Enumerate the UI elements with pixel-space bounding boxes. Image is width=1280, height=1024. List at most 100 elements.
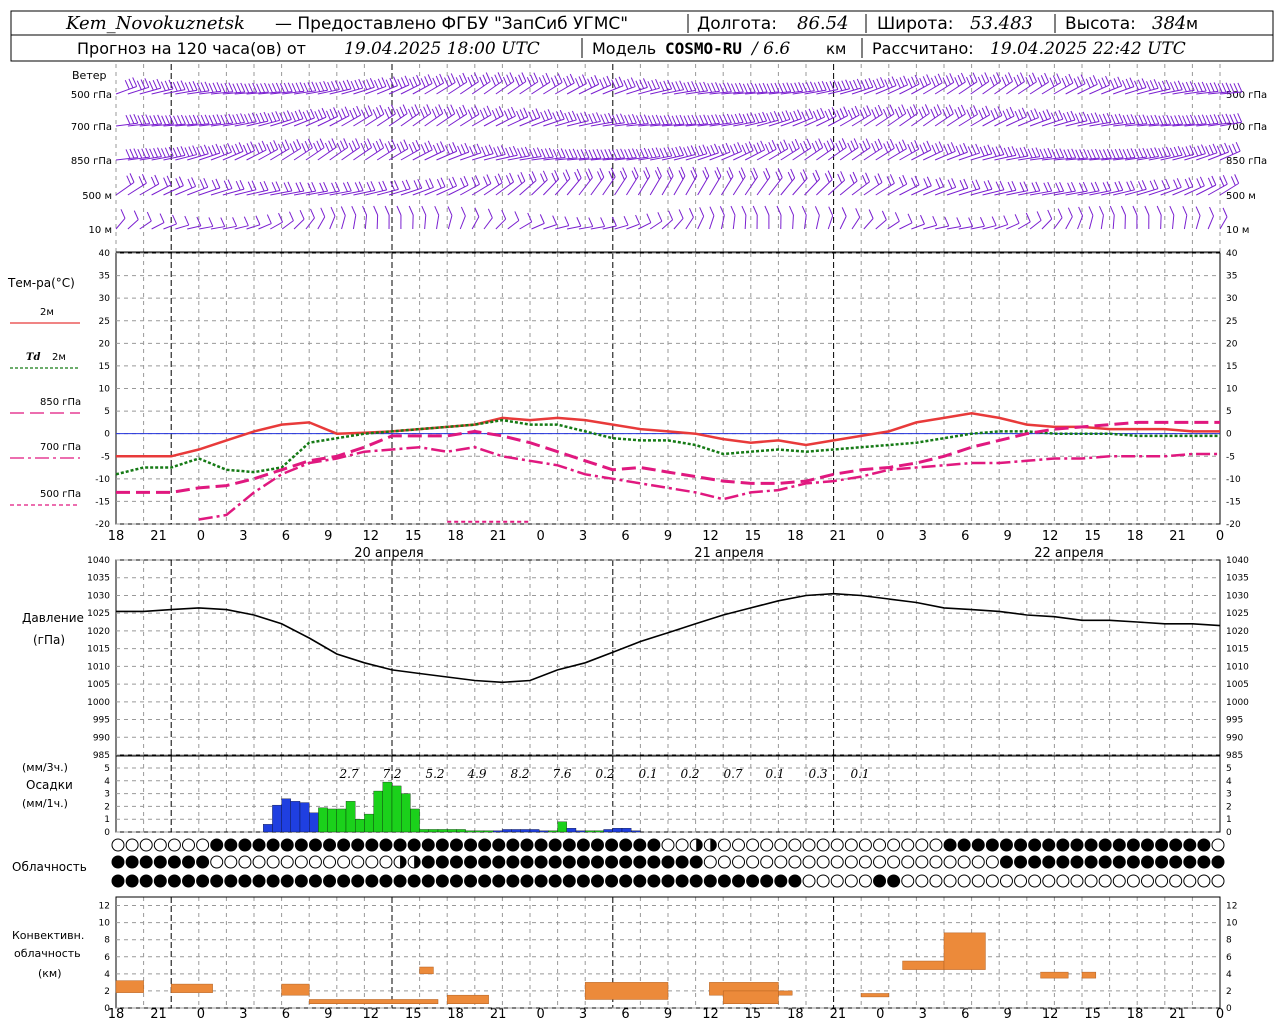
wind-barb-shaft [222, 91, 245, 95]
wind-barb-flag [432, 77, 438, 88]
time-tick-label: 15 [745, 529, 762, 544]
wind-barb-flag [675, 81, 681, 91]
cloud-symbol [379, 838, 393, 852]
wind-barb-flag [494, 175, 500, 186]
cloud-symbol [464, 838, 478, 852]
wind-barb-flag [315, 82, 321, 92]
model-label: Модель [592, 39, 656, 58]
wind-barb-flag [428, 178, 434, 188]
wind-barb-flag [212, 114, 218, 125]
wind-barb-flag [1054, 111, 1060, 121]
wind-barb-flag [1051, 149, 1057, 159]
wind-barb-flag [813, 82, 819, 92]
wind-barb-shaft [1136, 188, 1159, 196]
wind-barb-shaft [127, 219, 139, 230]
pressure-ytick-right: 995 [1226, 716, 1243, 726]
wind-barb-shaft [460, 183, 480, 196]
wind-barb-flag [472, 144, 478, 155]
wind-barb-flag [1097, 79, 1103, 89]
wind-barb-flag [352, 107, 358, 118]
wind-barb-flag [467, 76, 473, 87]
wind-barb-flag [1173, 81, 1179, 91]
cloud-symbol [1155, 855, 1169, 869]
wind-barb-shaft [1196, 122, 1219, 127]
wind-barb-flag [366, 181, 372, 192]
wind-barb-shaft [258, 148, 278, 161]
cloud-symbol [576, 855, 590, 869]
wind-barb-flag [1006, 108, 1012, 119]
wind-barb-flag [370, 181, 376, 191]
wind-barb-flag [551, 172, 557, 183]
pressure-ytick-right: 1030 [1226, 591, 1249, 601]
wind-barb-shaft [792, 214, 794, 230]
wind-barb-flag [498, 106, 504, 116]
wind-barb-shaft [1207, 151, 1229, 161]
wind-barb-flag [157, 147, 162, 157]
wind-barb-flag [187, 178, 193, 189]
wind-barb-flag [542, 170, 548, 180]
wind-barb-shaft [756, 91, 779, 95]
wind-barb-flag [1232, 143, 1237, 153]
wind-barb-flag [1018, 109, 1024, 119]
wind-barb-flag [494, 74, 500, 84]
cloud-symbol [633, 838, 647, 852]
lon-label: Долгота: [697, 14, 777, 34]
wind-barb-flag [1037, 77, 1043, 87]
wind-barb-flag [196, 82, 202, 93]
cloud-symbol [125, 874, 139, 888]
wind-barb-flag [387, 141, 393, 151]
wind-barb-flag [909, 106, 915, 116]
wind-barb-flag [506, 74, 512, 84]
cloud-symbol-half [414, 856, 421, 868]
wind-barb-flag [369, 78, 375, 88]
wind-barb-flag [192, 114, 198, 125]
wind-barb-flag [754, 113, 760, 124]
wind-barb-flag [698, 145, 704, 156]
wind-barb-flag [659, 81, 665, 91]
wind-barb-flag [837, 173, 843, 184]
wind-barb-shaft [317, 190, 340, 196]
wind-barb-flag [1035, 147, 1041, 157]
wind-barb-flag [588, 217, 594, 227]
pressure-ytick-left: 1005 [87, 680, 110, 690]
wind-barb-shaft [638, 222, 652, 230]
precip-bar [437, 829, 448, 833]
wind-barb-flag [444, 77, 449, 87]
cloud-symbol [943, 855, 957, 869]
wind-barb-flag [841, 80, 847, 90]
wind-barb-flag [715, 82, 720, 92]
wind-barb-shaft [733, 121, 755, 127]
cloud-symbol [915, 874, 929, 888]
wind-barb-shaft [139, 123, 162, 127]
wind-barb-flag [985, 105, 991, 116]
wind-barb-shaft [721, 121, 744, 127]
wind-barb-flag [261, 140, 267, 151]
time-tick-label: 12 [1042, 529, 1059, 544]
precip-bar [336, 808, 347, 833]
wind-barb-flag [854, 105, 860, 116]
wind-barb-flag [576, 113, 582, 123]
wind-barb-flag [608, 112, 613, 123]
wind-barb-flag [568, 111, 574, 122]
wind-barb-shaft [1184, 153, 1206, 161]
wind-barb-flag [401, 180, 407, 191]
wind-barb-flag [356, 105, 362, 116]
wind-barb-flag [180, 114, 186, 125]
wind-barb-flag [145, 147, 151, 158]
wind-barb-shaft [590, 225, 605, 230]
lon-value: 86.54 [797, 13, 849, 34]
wind-barb-flag [979, 217, 985, 227]
wind-barb-flag [1083, 148, 1089, 159]
wind-barb-flag [180, 80, 186, 90]
wind-barb-flag [348, 142, 354, 153]
wind-barb-flag [1221, 114, 1227, 124]
wind-barb-flag [959, 144, 965, 154]
wind-barb-flag [366, 79, 372, 89]
wind-barb-flag [372, 109, 378, 119]
cloud-symbol [534, 838, 548, 852]
precip-bar [456, 829, 466, 833]
wind-barb-flag [1046, 109, 1052, 119]
wind-barb-flag [1170, 115, 1176, 125]
wind-barb-flag [576, 217, 582, 227]
pressure-ytick-left: 1020 [87, 627, 110, 637]
